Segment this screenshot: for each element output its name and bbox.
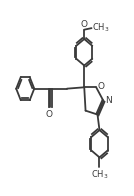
Text: CH$_3$: CH$_3$ — [91, 169, 108, 181]
Text: O: O — [46, 110, 53, 119]
Text: N: N — [105, 96, 112, 105]
Text: O: O — [98, 82, 105, 91]
Text: CH$_3$: CH$_3$ — [92, 22, 110, 34]
Text: O: O — [81, 20, 88, 29]
